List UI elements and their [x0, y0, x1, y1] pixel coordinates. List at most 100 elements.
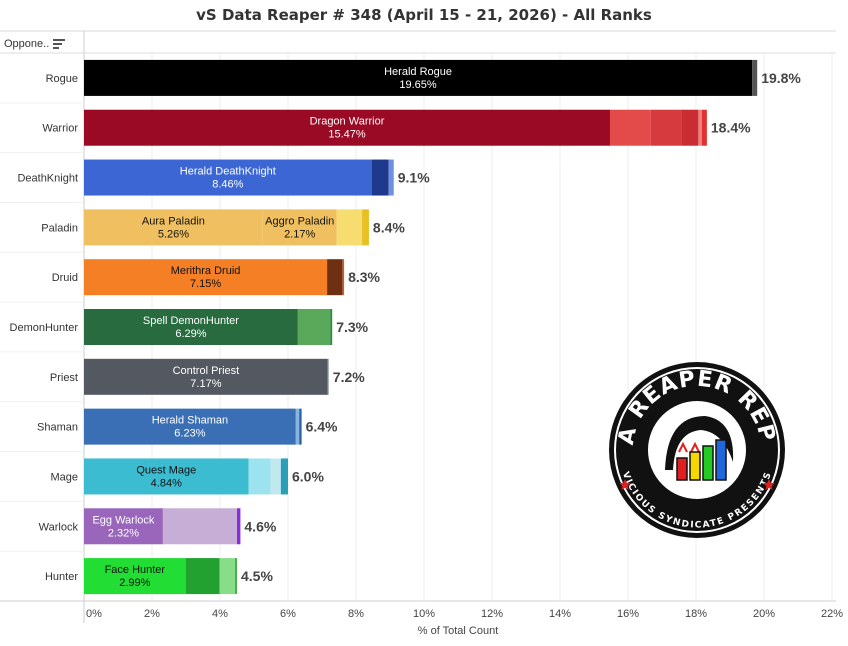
- bar-segment[interactable]: [371, 159, 389, 196]
- bar-segment[interactable]: [248, 458, 271, 495]
- logo-bar-icon: [676, 457, 688, 481]
- x-tick-label: 10%: [413, 608, 435, 620]
- bar-segment[interactable]: [681, 109, 699, 146]
- bar-segment[interactable]: [295, 408, 300, 445]
- bar-segment[interactable]: [84, 408, 296, 445]
- category-label: Hunter: [45, 571, 78, 583]
- bar-segment[interactable]: [185, 558, 220, 595]
- logo-star-icon: [619, 479, 631, 490]
- bar-segment[interactable]: [701, 109, 707, 146]
- bar-segment[interactable]: [336, 209, 363, 246]
- segment-value-label: 19.65%: [399, 79, 437, 91]
- total-label: 7.3%: [336, 319, 368, 335]
- category-label: DemonHunter: [10, 322, 79, 334]
- bar-segment[interactable]: [84, 558, 186, 595]
- segment-label: Egg Warlock: [92, 514, 154, 526]
- sort-icon[interactable]: [53, 39, 66, 49]
- segment-label: Dragon Warrior: [310, 116, 385, 128]
- total-label: 6.4%: [306, 419, 338, 435]
- bar-segment[interactable]: [270, 458, 281, 495]
- opponent-column-header[interactable]: Oppone..: [4, 38, 66, 50]
- segment-value-label: 2.32%: [108, 527, 139, 539]
- segment-label: Aggro Paladin: [265, 215, 334, 227]
- x-tick-label: 22%: [821, 608, 843, 620]
- segment-value-label: 15.47%: [328, 129, 366, 141]
- bar-segment[interactable]: [84, 358, 328, 395]
- category-label: Druid: [52, 272, 78, 284]
- bar-segment[interactable]: [84, 59, 753, 96]
- total-label: 6.0%: [292, 468, 324, 484]
- segment-label: Herald DeathKnight: [180, 166, 276, 178]
- bar-segment[interactable]: [752, 59, 758, 96]
- bar-segment[interactable]: [162, 508, 237, 545]
- bar-segment[interactable]: [299, 408, 302, 445]
- segment-value-label: 6.29%: [175, 328, 206, 340]
- x-tick-label: 2%: [144, 608, 160, 620]
- bar-segment[interactable]: [342, 259, 345, 296]
- segment-value-label: 8.46%: [212, 179, 243, 191]
- x-tick-label: 6%: [280, 608, 296, 620]
- total-label: 9.1%: [398, 170, 430, 186]
- logo-reaper-hood-icon: [665, 416, 734, 470]
- bar-segment[interactable]: [388, 159, 394, 196]
- bar-segment[interactable]: [234, 558, 237, 595]
- bar-segment[interactable]: [327, 259, 343, 296]
- bar-segment[interactable]: [84, 159, 372, 196]
- bar-segment[interactable]: [362, 209, 369, 246]
- segment-value-label: 5.26%: [158, 228, 189, 240]
- total-label: 18.4%: [711, 120, 751, 136]
- bar-segment[interactable]: [84, 458, 249, 495]
- category-label: Warrior: [42, 123, 78, 135]
- bar-segment[interactable]: [84, 259, 328, 296]
- bar-segment[interactable]: [84, 109, 610, 146]
- category-label: Rogue: [46, 73, 78, 85]
- bar-segment[interactable]: [698, 109, 702, 146]
- bar-segment[interactable]: [84, 309, 298, 345]
- logo-eyes-icon: [678, 441, 700, 453]
- bar-segment[interactable]: [297, 309, 331, 345]
- x-tick-label: 0%: [86, 608, 102, 620]
- total-label: 19.8%: [761, 70, 801, 86]
- total-label: 8.4%: [373, 219, 405, 235]
- x-tick-label: 20%: [753, 608, 775, 620]
- segment-value-label: 7.15%: [190, 278, 221, 290]
- segment-label: Control Priest: [173, 365, 240, 377]
- total-label: 4.5%: [241, 568, 273, 584]
- segment-value-label: 7.17%: [190, 378, 221, 390]
- bar-segment[interactable]: [330, 309, 333, 345]
- category-label: Shaman: [37, 422, 78, 434]
- x-tick-label: 8%: [348, 608, 364, 620]
- bar-segment[interactable]: [262, 209, 337, 246]
- chart-title: vS Data Reaper # 348 (April 15 - 21, 202…: [196, 6, 652, 24]
- logo-ring-border: [614, 367, 780, 533]
- bar-segment[interactable]: [219, 558, 235, 595]
- logo-bar-icon: [689, 451, 701, 481]
- segment-label: Aura Paladin: [142, 215, 205, 227]
- segment-label: Herald Shaman: [152, 415, 228, 427]
- bar-segment[interactable]: [84, 209, 263, 246]
- bar-segment[interactable]: [237, 508, 241, 545]
- bar-segment[interactable]: [280, 458, 288, 495]
- bar-segment[interactable]: [609, 109, 651, 146]
- x-tick-label: 14%: [549, 608, 571, 620]
- segment-label: Spell DemonHunter: [143, 315, 239, 327]
- segment-value-label: 6.23%: [174, 428, 205, 440]
- category-label: DeathKnight: [17, 173, 78, 185]
- bar-segment[interactable]: [84, 508, 163, 545]
- bar-segment[interactable]: [650, 109, 682, 146]
- category-label: Mage: [50, 471, 78, 483]
- bar-segment[interactable]: [327, 358, 329, 395]
- category-label: Warlock: [39, 521, 79, 533]
- x-tick-label: 18%: [685, 608, 707, 620]
- logo-inner-border: [646, 399, 748, 501]
- x-tick-label: 16%: [617, 608, 639, 620]
